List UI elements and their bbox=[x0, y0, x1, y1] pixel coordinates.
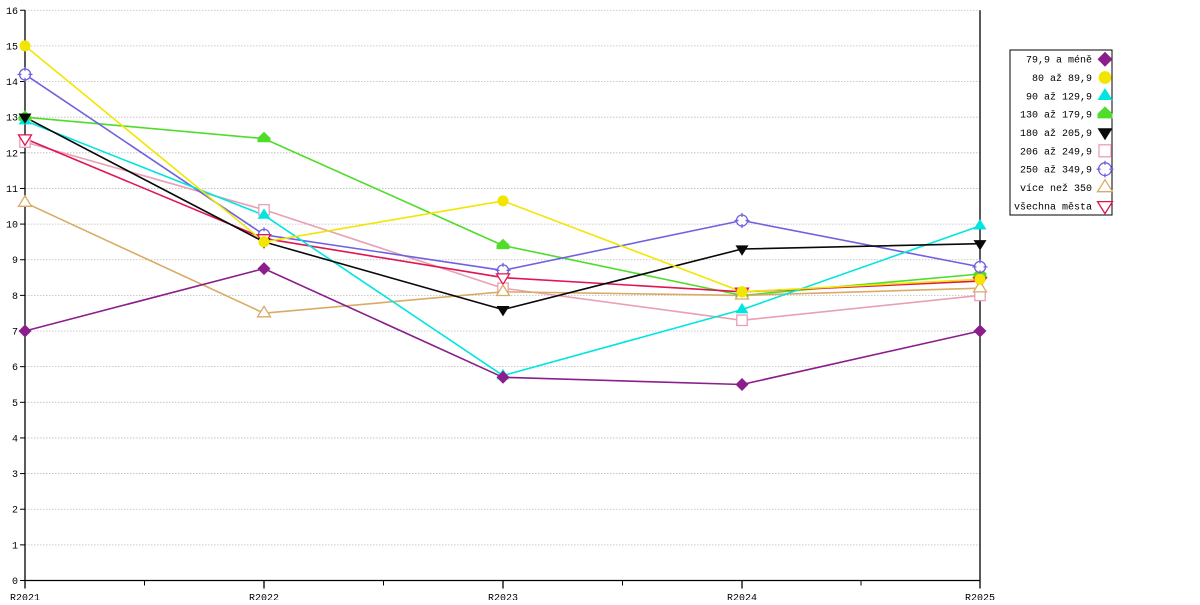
svg-text:11: 11 bbox=[6, 185, 18, 196]
svg-text:R2025: R2025 bbox=[965, 594, 995, 601]
svg-text:180 až 205,9: 180 až 205,9 bbox=[1020, 128, 1092, 140]
svg-text:8: 8 bbox=[12, 292, 18, 303]
svg-text:10: 10 bbox=[6, 221, 18, 232]
svg-text:9: 9 bbox=[12, 256, 18, 267]
svg-text:všechna města: všechna města bbox=[1014, 201, 1092, 213]
svg-text:79,9 a méně: 79,9 a méně bbox=[1026, 55, 1092, 67]
svg-text:80 až 89,9: 80 až 89,9 bbox=[1032, 73, 1092, 85]
svg-text:7: 7 bbox=[12, 328, 18, 339]
svg-text:R2023: R2023 bbox=[488, 594, 518, 601]
svg-text:0: 0 bbox=[12, 577, 18, 588]
svg-text:12: 12 bbox=[6, 149, 18, 160]
svg-text:16: 16 bbox=[6, 7, 18, 18]
svg-text:3: 3 bbox=[12, 470, 18, 481]
svg-text:R2024: R2024 bbox=[727, 594, 757, 601]
svg-text:2: 2 bbox=[12, 506, 18, 517]
svg-text:206 až 249,9: 206 až 249,9 bbox=[1020, 146, 1092, 158]
svg-text:R2022: R2022 bbox=[249, 594, 279, 601]
svg-text:více než 350: více než 350 bbox=[1020, 183, 1092, 195]
svg-text:6: 6 bbox=[12, 363, 18, 374]
svg-text:5: 5 bbox=[12, 399, 18, 410]
svg-text:250 až 349,9: 250 až 349,9 bbox=[1020, 165, 1092, 177]
svg-text:14: 14 bbox=[6, 78, 18, 89]
svg-text:13: 13 bbox=[6, 114, 18, 125]
svg-text:130 až 179,9: 130 až 179,9 bbox=[1020, 110, 1092, 122]
svg-text:4: 4 bbox=[12, 434, 18, 445]
svg-text:1: 1 bbox=[12, 541, 18, 552]
svg-text:15: 15 bbox=[6, 42, 18, 53]
svg-text:R2021: R2021 bbox=[10, 594, 40, 601]
svg-text:90 až 129,9: 90 až 129,9 bbox=[1026, 91, 1092, 103]
